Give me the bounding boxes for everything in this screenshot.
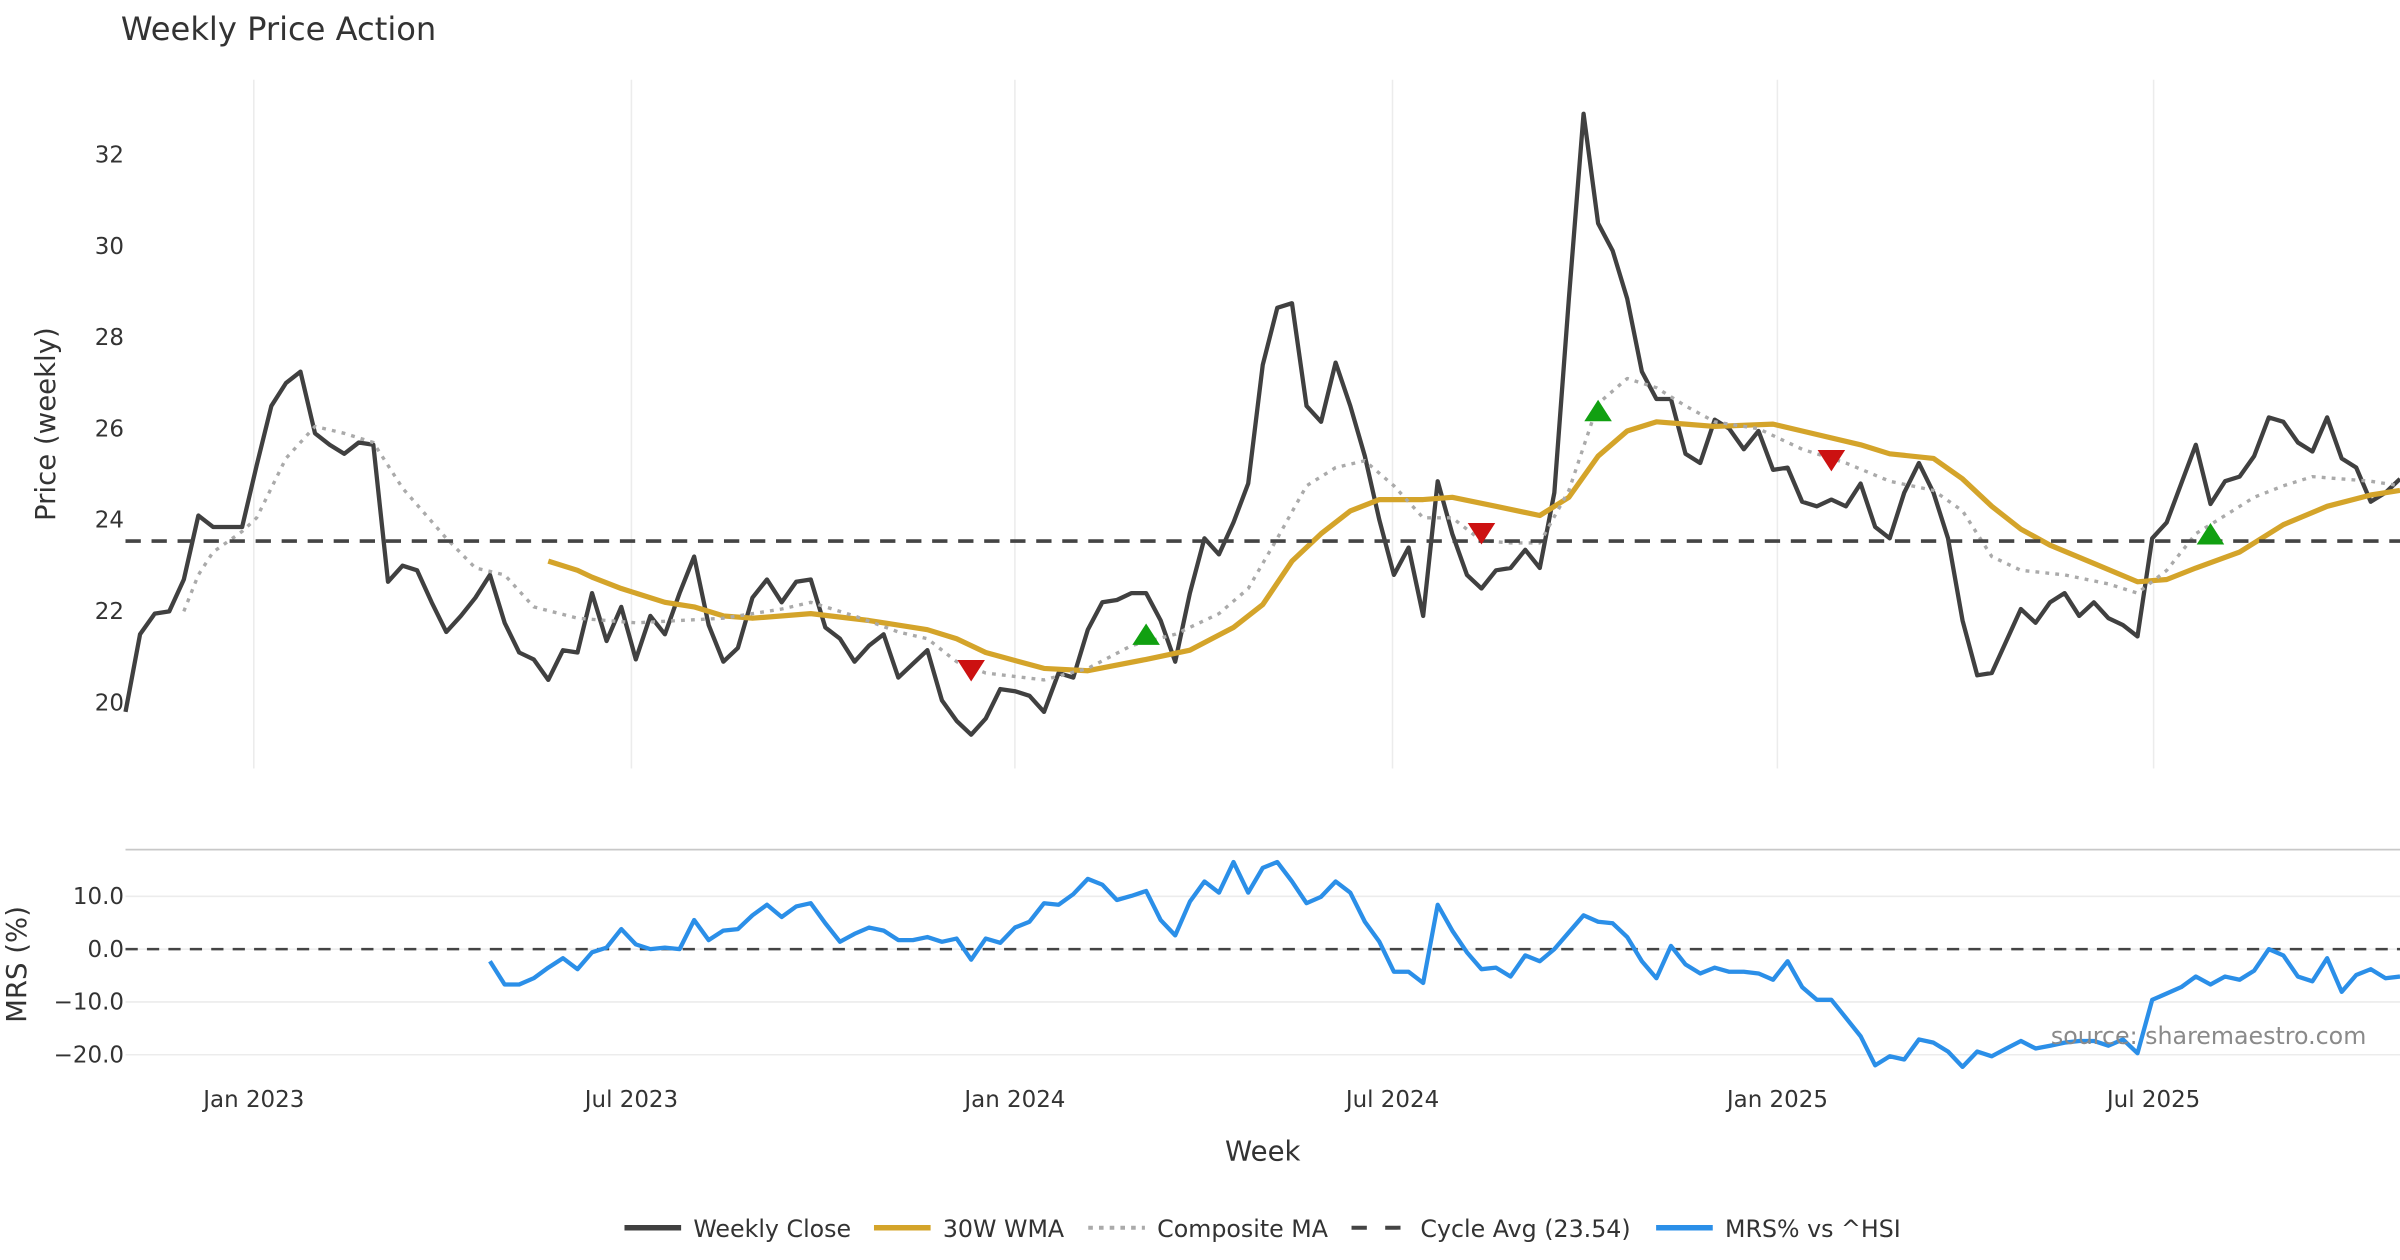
legend-label: Cycle Avg (23.54): [1420, 1215, 1630, 1243]
sell-signal-marker: [1467, 523, 1496, 545]
mrs-y-axis-title: MRS (%): [1, 906, 33, 1023]
x-axis: Jan 2023 Jul 2023 Jan 2024 Jul 2024 Jan 2025…: [201, 1087, 2200, 1113]
buy-signal-marker: [1584, 399, 1612, 422]
series-weekly-close: [123, 111, 2400, 737]
mrs-y-axis: 10.0 0.0 −10.0 −20.0: [54, 884, 124, 1068]
price-y-tick-label: 32: [95, 142, 124, 168]
mrs-grid: [125, 895, 2400, 1056]
price-y-tick-label: 30: [95, 234, 124, 260]
buy-signal-marker: [1132, 623, 1160, 645]
series-composite-ma: [182, 376, 2400, 682]
chart-title: Weekly Price Action: [121, 10, 436, 48]
price-y-tick-label: 28: [95, 325, 124, 351]
legend: Weekly Close 30W WMA Composite MA Cycle Avg…: [624, 1215, 1901, 1243]
series-30w-wma: [547, 419, 2400, 674]
price-y-tick-label: 22: [95, 599, 124, 625]
mrs-series: [488, 859, 2400, 1069]
price-y-axis-title: Price (weekly): [30, 327, 62, 521]
sell-signal-marker: [957, 660, 985, 682]
mrs-y-tick-label: 0.0: [87, 937, 123, 963]
x-tick-label: Jan 2025: [1725, 1087, 1828, 1113]
x-tick-label: Jul 2024: [1344, 1087, 1439, 1113]
x-tick-label: Jul 2023: [583, 1087, 678, 1113]
legend-item: Composite MA: [1088, 1215, 1329, 1243]
source-annotation: source: sharemaestro.com: [2051, 1022, 2366, 1050]
x-tick-label: Jan 2024: [962, 1087, 1065, 1113]
legend-label: Weekly Close: [693, 1215, 851, 1243]
price-y-axis: 20 22 24 26 28 30 32: [95, 142, 124, 716]
x-axis-title: Week: [1225, 1135, 1301, 1167]
buy-signal-marker: [2196, 523, 2225, 545]
series-mrs-vs-hsi: [488, 859, 2400, 1069]
price-y-tick-label: 24: [95, 508, 124, 534]
legend-item: Weekly Close: [624, 1215, 851, 1243]
legend-item: Cycle Avg (23.54): [1351, 1215, 1631, 1243]
legend-item: MRS% vs ^HSI: [1656, 1215, 1901, 1243]
mrs-y-tick-label: 10.0: [73, 884, 124, 910]
sell-signal-marker: [1817, 450, 1846, 472]
price-y-tick-label: 26: [95, 416, 124, 442]
price-y-tick-label: 20: [95, 690, 124, 716]
mrs-y-tick-label: −10.0: [54, 990, 124, 1016]
legend-label: 30W WMA: [943, 1215, 1065, 1243]
legend-label: MRS% vs ^HSI: [1725, 1215, 1901, 1243]
legend-item: 30W WMA: [873, 1215, 1065, 1243]
signal-markers: [957, 399, 2225, 682]
x-tick-label: Jul 2025: [2105, 1087, 2200, 1113]
mrs-y-tick-label: −20.0: [54, 1042, 124, 1068]
price-series: [123, 111, 2400, 737]
x-tick-label: Jan 2023: [201, 1087, 304, 1113]
legend-label: Composite MA: [1157, 1215, 1329, 1243]
